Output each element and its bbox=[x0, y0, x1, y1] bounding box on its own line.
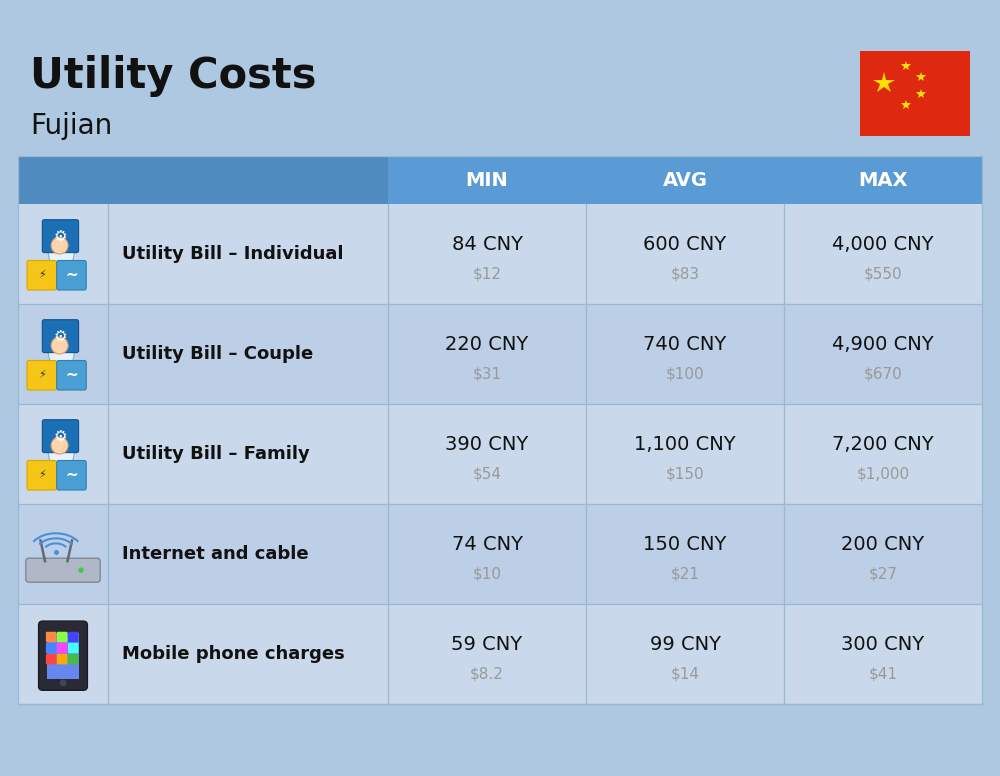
Text: $100: $100 bbox=[666, 366, 704, 382]
Text: ⚡: ⚡ bbox=[38, 470, 46, 480]
Text: AVG: AVG bbox=[662, 171, 708, 189]
FancyBboxPatch shape bbox=[18, 304, 982, 404]
Text: 7,200 CNY: 7,200 CNY bbox=[832, 435, 934, 453]
Text: $41: $41 bbox=[868, 667, 898, 681]
Text: ~: ~ bbox=[65, 368, 78, 383]
Text: $31: $31 bbox=[472, 366, 502, 382]
FancyBboxPatch shape bbox=[18, 156, 388, 204]
FancyBboxPatch shape bbox=[68, 632, 78, 643]
FancyBboxPatch shape bbox=[42, 220, 79, 253]
FancyBboxPatch shape bbox=[26, 558, 100, 582]
Text: Internet and cable: Internet and cable bbox=[122, 545, 309, 563]
Text: ⚡: ⚡ bbox=[38, 370, 46, 380]
Text: 1,100 CNY: 1,100 CNY bbox=[634, 435, 736, 453]
FancyBboxPatch shape bbox=[47, 632, 79, 679]
Polygon shape bbox=[48, 351, 75, 368]
Text: $550: $550 bbox=[864, 266, 902, 282]
Text: ⚡: ⚡ bbox=[38, 270, 46, 280]
Polygon shape bbox=[48, 251, 75, 268]
FancyBboxPatch shape bbox=[57, 643, 67, 653]
Text: 74 CNY: 74 CNY bbox=[452, 535, 522, 553]
FancyBboxPatch shape bbox=[18, 156, 982, 204]
Text: $54: $54 bbox=[473, 466, 502, 481]
Text: $10: $10 bbox=[473, 566, 502, 581]
Text: 84 CNY: 84 CNY bbox=[452, 234, 522, 254]
Text: MAX: MAX bbox=[858, 171, 908, 189]
FancyBboxPatch shape bbox=[68, 654, 78, 664]
FancyBboxPatch shape bbox=[27, 261, 56, 290]
FancyBboxPatch shape bbox=[57, 632, 67, 643]
FancyBboxPatch shape bbox=[57, 261, 86, 290]
Text: $670: $670 bbox=[864, 366, 902, 382]
FancyBboxPatch shape bbox=[860, 51, 970, 136]
FancyBboxPatch shape bbox=[27, 460, 56, 490]
Text: $8.2: $8.2 bbox=[470, 667, 504, 681]
Text: Fujian: Fujian bbox=[30, 112, 112, 140]
Text: $150: $150 bbox=[666, 466, 704, 481]
FancyBboxPatch shape bbox=[68, 643, 78, 653]
Text: Mobile phone charges: Mobile phone charges bbox=[122, 645, 345, 663]
Text: ~: ~ bbox=[65, 468, 78, 483]
Text: ⚙: ⚙ bbox=[54, 428, 67, 444]
Text: 4,900 CNY: 4,900 CNY bbox=[832, 334, 934, 354]
Text: ~: ~ bbox=[65, 268, 78, 282]
FancyBboxPatch shape bbox=[46, 654, 56, 664]
FancyBboxPatch shape bbox=[18, 204, 982, 304]
Text: Utility Bill – Individual: Utility Bill – Individual bbox=[122, 245, 344, 263]
Text: 740 CNY: 740 CNY bbox=[643, 334, 727, 354]
Polygon shape bbox=[48, 451, 75, 468]
Text: $21: $21 bbox=[670, 566, 700, 581]
FancyBboxPatch shape bbox=[42, 320, 79, 352]
Text: 99 CNY: 99 CNY bbox=[650, 635, 720, 653]
FancyBboxPatch shape bbox=[18, 604, 982, 704]
Circle shape bbox=[51, 437, 68, 454]
FancyBboxPatch shape bbox=[57, 654, 67, 664]
FancyBboxPatch shape bbox=[57, 361, 86, 390]
Text: 4,000 CNY: 4,000 CNY bbox=[832, 234, 934, 254]
FancyBboxPatch shape bbox=[46, 643, 56, 653]
Text: $12: $12 bbox=[473, 266, 502, 282]
Text: 150 CNY: 150 CNY bbox=[643, 535, 727, 553]
Text: 59 CNY: 59 CNY bbox=[451, 635, 523, 653]
FancyBboxPatch shape bbox=[27, 361, 56, 390]
Text: 390 CNY: 390 CNY bbox=[445, 435, 529, 453]
Text: 600 CNY: 600 CNY bbox=[643, 234, 727, 254]
Text: 200 CNY: 200 CNY bbox=[841, 535, 925, 553]
Text: ⚙: ⚙ bbox=[54, 229, 67, 244]
Text: $1,000: $1,000 bbox=[856, 466, 910, 481]
FancyBboxPatch shape bbox=[46, 632, 56, 643]
Text: 300 CNY: 300 CNY bbox=[841, 635, 925, 653]
Text: Utility Bill – Family: Utility Bill – Family bbox=[122, 445, 310, 463]
Text: 220 CNY: 220 CNY bbox=[445, 334, 529, 354]
FancyBboxPatch shape bbox=[42, 420, 79, 452]
Text: $83: $83 bbox=[670, 266, 700, 282]
Text: Utility Costs: Utility Costs bbox=[30, 55, 316, 97]
FancyBboxPatch shape bbox=[57, 460, 86, 490]
FancyBboxPatch shape bbox=[18, 404, 982, 504]
Text: Utility Bill – Couple: Utility Bill – Couple bbox=[122, 345, 313, 363]
Text: $27: $27 bbox=[868, 566, 898, 581]
Text: MIN: MIN bbox=[466, 171, 508, 189]
Text: ⚙: ⚙ bbox=[54, 329, 67, 344]
FancyBboxPatch shape bbox=[18, 504, 982, 604]
Circle shape bbox=[51, 237, 68, 254]
FancyBboxPatch shape bbox=[39, 621, 87, 691]
Circle shape bbox=[51, 337, 68, 354]
Circle shape bbox=[78, 567, 84, 573]
Text: $14: $14 bbox=[670, 667, 700, 681]
Circle shape bbox=[60, 680, 66, 686]
